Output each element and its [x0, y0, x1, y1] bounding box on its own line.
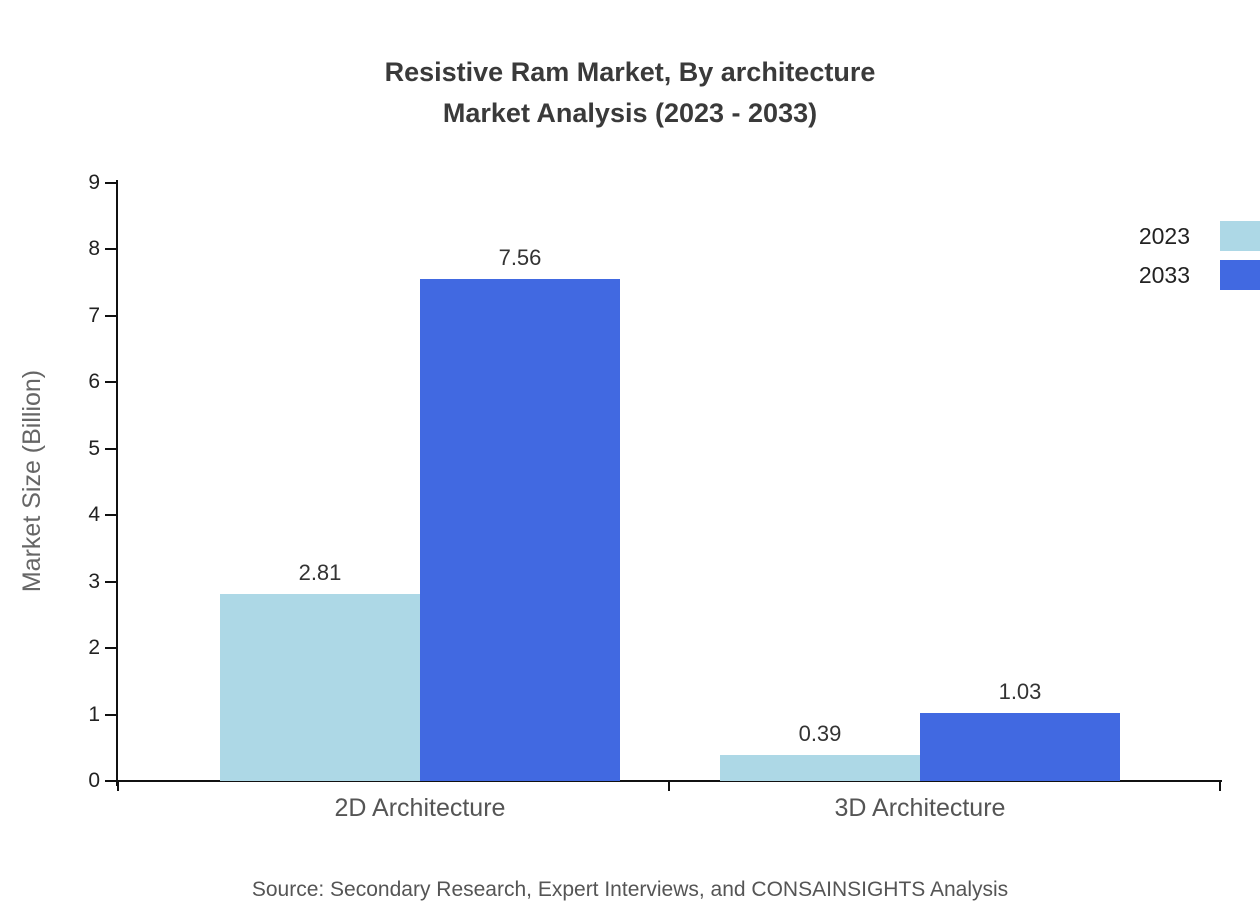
- bar: [720, 755, 920, 781]
- legend-label: 2023: [1138, 222, 1190, 249]
- legend-label: 2033: [1138, 261, 1190, 288]
- y-tick-mark: [105, 314, 116, 317]
- y-tick-mark: [105, 780, 116, 782]
- bar-value-label: 7.56: [498, 244, 542, 270]
- bar: [220, 594, 420, 781]
- legend: 2023 2033: [1139, 221, 1260, 290]
- y-tick-mark: [105, 182, 116, 184]
- y-tick-label: 0: [88, 769, 100, 792]
- chart-title-line-2: Market Analysis (2023 - 2033): [442, 98, 818, 128]
- bar-value-label: 1.03: [998, 678, 1042, 704]
- bar-value-label: 2.81: [298, 560, 342, 586]
- y-tick-mark: [105, 514, 116, 517]
- y-tick-mark: [105, 447, 116, 450]
- x-category-label: 2D Architecture: [334, 794, 506, 822]
- y-tick-label: 9: [88, 171, 100, 194]
- legend-item: 2033: [1139, 260, 1260, 290]
- x-tick-mark: [1219, 782, 1221, 791]
- y-tick-label: 3: [88, 569, 100, 593]
- x-axis-line: [116, 780, 1222, 782]
- y-tick-mark: [105, 647, 116, 650]
- x-tick-mark: [668, 782, 670, 791]
- y-tick-label: 6: [88, 370, 100, 394]
- source-note: Source: Secondary Research, Expert Inter…: [251, 878, 1009, 901]
- y-tick-label: 8: [88, 237, 100, 261]
- x-tick-mark: [117, 782, 119, 791]
- y-tick-label: 5: [88, 436, 100, 460]
- y-tick-label: 1: [88, 702, 100, 726]
- x-category-label: 3D Architecture: [834, 794, 1006, 822]
- y-tick-label: 4: [88, 503, 100, 527]
- chart-title-line-1: Resistive Ram Market, By architecture: [384, 57, 876, 87]
- bar: [420, 278, 620, 781]
- y-tick-label: 2: [88, 636, 100, 660]
- y-tick-mark: [105, 713, 116, 716]
- y-tick-label: 7: [88, 303, 100, 327]
- y-axis-line: [116, 180, 118, 786]
- chart-title: Resistive Ram Market, By architecture Ma…: [0, 52, 1260, 134]
- legend-swatch: [1220, 260, 1260, 290]
- y-tick-mark: [105, 248, 116, 251]
- y-tick-mark: [105, 580, 116, 583]
- y-tick-mark: [105, 381, 116, 384]
- legend-swatch: [1220, 221, 1260, 251]
- bar-value-label: 0.39: [798, 721, 842, 747]
- bar: [920, 712, 1120, 781]
- y-axis-title: Market Size (Billion): [18, 369, 46, 593]
- legend-item: 2023: [1139, 221, 1260, 251]
